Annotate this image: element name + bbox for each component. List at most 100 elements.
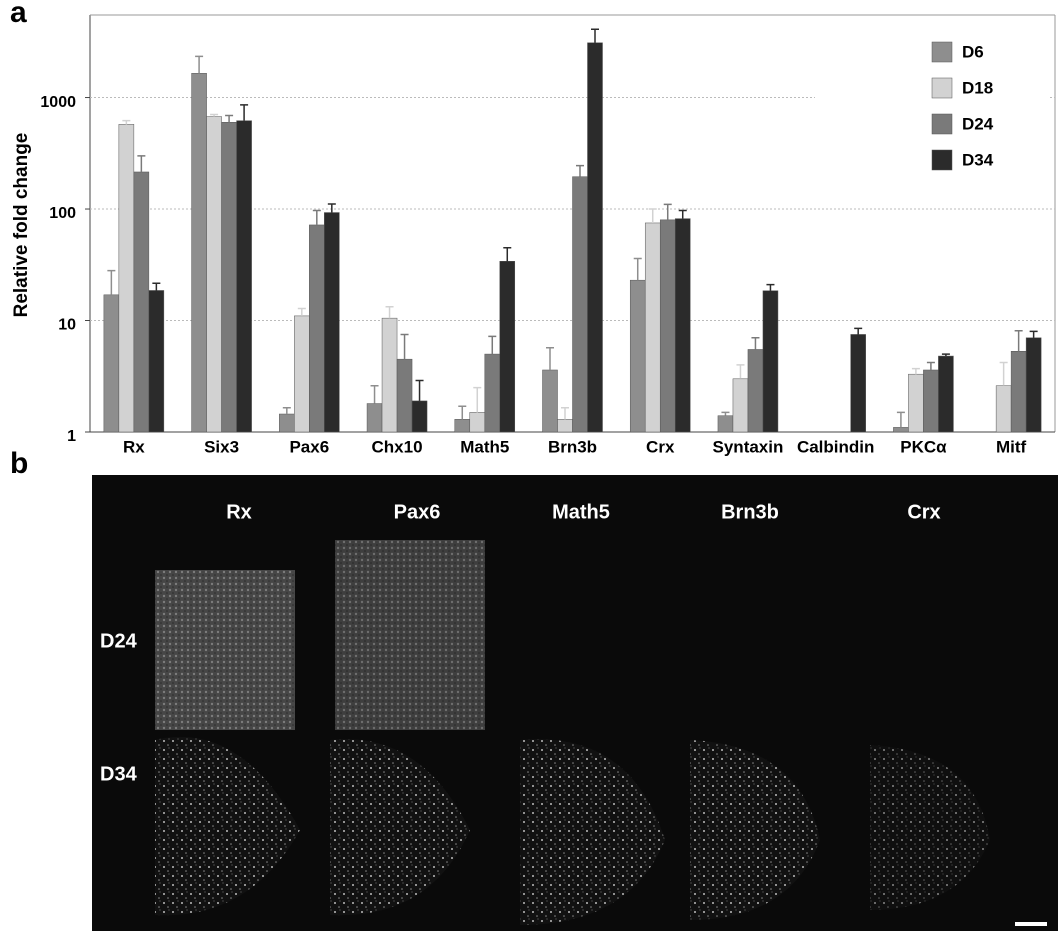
error-bar bbox=[649, 209, 657, 223]
error-bar bbox=[1000, 363, 1008, 386]
scale-bar bbox=[1015, 922, 1047, 926]
bar bbox=[645, 223, 660, 432]
error-bar bbox=[1030, 331, 1038, 337]
bar bbox=[500, 261, 515, 432]
column-label: Crx bbox=[907, 501, 940, 523]
x-tick-label: Pax6 bbox=[289, 437, 329, 456]
error-bar bbox=[416, 380, 424, 400]
bar bbox=[455, 419, 470, 432]
bar bbox=[134, 172, 149, 432]
error-bar bbox=[488, 336, 496, 354]
error-bar bbox=[137, 156, 145, 172]
error-bar bbox=[854, 328, 862, 334]
error-bar bbox=[591, 29, 599, 43]
legend-label: D6 bbox=[962, 42, 984, 61]
error-bar bbox=[283, 408, 291, 414]
error-bar bbox=[897, 412, 905, 427]
error-bar bbox=[371, 386, 379, 404]
bar bbox=[367, 404, 382, 432]
error-bar bbox=[386, 307, 394, 318]
error-bar bbox=[195, 56, 203, 73]
bar bbox=[412, 401, 427, 432]
bar bbox=[192, 73, 207, 432]
error-bar bbox=[122, 121, 130, 125]
x-tick-label: Chx10 bbox=[372, 437, 423, 456]
bar bbox=[1011, 351, 1026, 432]
bar bbox=[558, 419, 573, 432]
bar bbox=[1026, 338, 1041, 432]
bar bbox=[996, 386, 1011, 432]
error-bar bbox=[634, 258, 642, 280]
micrograph bbox=[335, 540, 485, 730]
x-tick-label: Crx bbox=[646, 437, 675, 456]
bar bbox=[309, 225, 324, 432]
error-bar bbox=[240, 105, 248, 121]
bar bbox=[119, 124, 134, 432]
y-tick-label: 1000 bbox=[40, 94, 76, 111]
bar bbox=[718, 416, 733, 432]
legend-swatch bbox=[932, 114, 952, 134]
row-label: D34 bbox=[100, 763, 138, 785]
x-tick-label: Six3 bbox=[204, 437, 239, 456]
x-tick-label: PKCα bbox=[900, 437, 947, 456]
error-bar bbox=[225, 116, 233, 123]
bar bbox=[470, 412, 485, 432]
bar bbox=[207, 117, 222, 432]
error-bar bbox=[721, 412, 729, 415]
error-bar bbox=[298, 309, 306, 316]
bar bbox=[324, 213, 339, 432]
bar bbox=[237, 121, 252, 432]
error-bar bbox=[401, 334, 409, 359]
y-tick-label: 100 bbox=[49, 205, 76, 222]
legend-swatch bbox=[932, 150, 952, 170]
x-tick-label: Mitf bbox=[996, 437, 1027, 456]
error-bar bbox=[679, 211, 687, 219]
x-tick-label: Syntaxin bbox=[713, 437, 784, 456]
legend-label: D34 bbox=[962, 150, 994, 169]
row-label: D24 bbox=[100, 630, 138, 652]
figure: a b Relative fold change RxPax6Math5Brn3… bbox=[0, 0, 1058, 931]
bar bbox=[104, 295, 119, 432]
error-bar bbox=[473, 388, 481, 413]
column-label: Math5 bbox=[552, 501, 610, 523]
bar bbox=[908, 374, 923, 432]
legend-swatch bbox=[932, 78, 952, 98]
bar bbox=[923, 370, 938, 432]
bar bbox=[397, 359, 412, 432]
error-bar bbox=[458, 406, 466, 419]
error-bar bbox=[736, 365, 744, 379]
error-bar bbox=[751, 338, 759, 350]
column-label: Brn3b bbox=[721, 501, 779, 523]
bar bbox=[748, 349, 763, 432]
error-bar bbox=[576, 166, 584, 177]
micrograph bbox=[155, 570, 295, 730]
bar bbox=[543, 370, 558, 432]
y-axis-label: Relative fold change bbox=[11, 133, 32, 318]
panel-label: b bbox=[10, 447, 28, 480]
bar bbox=[763, 291, 778, 432]
legend-swatch bbox=[932, 42, 952, 62]
error-bar bbox=[503, 248, 511, 262]
error-bar bbox=[561, 408, 569, 420]
error-bar bbox=[942, 354, 950, 356]
x-tick-label: Rx bbox=[123, 437, 145, 456]
bar bbox=[938, 356, 953, 432]
bar bbox=[485, 354, 500, 432]
error-bar bbox=[328, 204, 336, 213]
bar bbox=[733, 379, 748, 432]
bar bbox=[630, 280, 645, 432]
error-bar bbox=[152, 283, 160, 290]
bar bbox=[294, 316, 309, 432]
legend-label: D24 bbox=[962, 114, 994, 133]
x-tick-label: Brn3b bbox=[548, 437, 597, 456]
error-bar bbox=[313, 211, 321, 225]
x-tick-label: Calbindin bbox=[797, 437, 874, 456]
error-bar bbox=[927, 363, 935, 370]
error-bar bbox=[1015, 331, 1023, 352]
bar bbox=[382, 318, 397, 432]
bar bbox=[851, 334, 866, 432]
error-bar bbox=[546, 348, 554, 370]
error-bar bbox=[210, 114, 218, 116]
column-label: Rx bbox=[226, 501, 252, 523]
